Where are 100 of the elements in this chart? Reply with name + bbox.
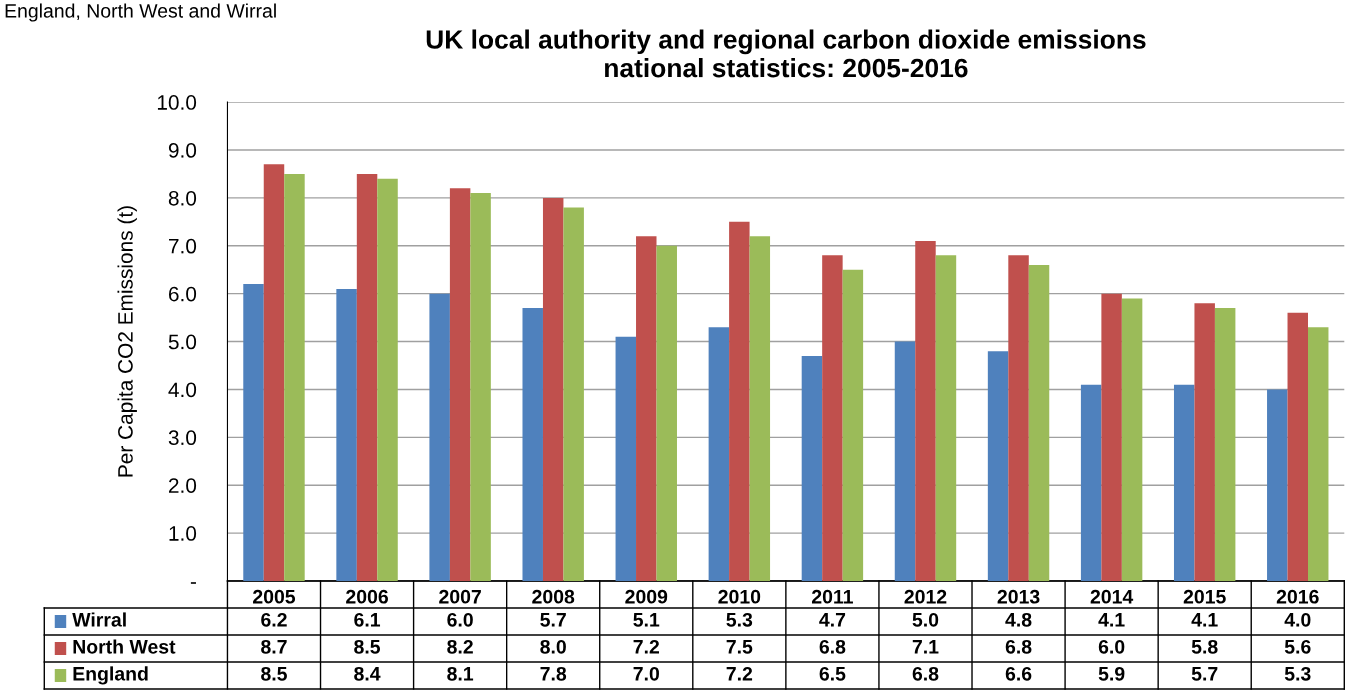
x-tick-label: 2016 <box>1276 589 1319 604</box>
data-label: 5.0 <box>912 612 939 627</box>
data-label: 8.2 <box>447 639 473 654</box>
bar <box>356 173 378 581</box>
bar <box>522 308 543 581</box>
data-label: 6.6 <box>1005 666 1032 681</box>
data-label: 6.1 <box>354 612 381 627</box>
x-tick-label: 2011 <box>811 589 853 604</box>
data-label: 5.3 <box>1284 666 1311 681</box>
y-tick-label: 10.0 <box>157 95 197 110</box>
data-label: 6.8 <box>1005 639 1032 654</box>
bar <box>1267 389 1288 581</box>
data-label: 7.2 <box>633 639 660 654</box>
data-label: 4.7 <box>819 613 846 627</box>
bar <box>1194 303 1215 581</box>
bar <box>563 207 584 581</box>
bar <box>801 355 823 581</box>
data-label: 8.7 <box>261 639 287 654</box>
y-tick-label: 6.0 <box>169 286 197 302</box>
bar <box>470 193 491 581</box>
bar <box>749 236 771 581</box>
data-label: 5.3 <box>726 612 753 627</box>
data-label: 5.1 <box>633 613 660 627</box>
bar <box>1028 264 1050 581</box>
bar <box>1173 384 1195 581</box>
data-label: 8.0 <box>540 639 566 654</box>
x-tick-label: 2008 <box>532 589 575 604</box>
data-label: 4.1 <box>1098 613 1125 627</box>
x-tick-label: 2005 <box>253 589 296 604</box>
y-tick-label: 8.0 <box>168 190 197 206</box>
bar <box>1008 255 1029 581</box>
bar <box>636 236 657 581</box>
x-tick-label: 2013 <box>997 589 1040 604</box>
bar <box>1101 293 1122 581</box>
y-tick-label: 4.0 <box>168 382 197 398</box>
bar <box>377 178 398 581</box>
y-tick-label: 1.0 <box>169 526 197 541</box>
bar <box>729 221 750 581</box>
bar <box>429 293 450 581</box>
chart-title: UK local authority and regional carbon dioxide emissions national statistics: 2005-2016 <box>426 29 1146 78</box>
y-tick-label: 7.0 <box>169 238 197 254</box>
bar <box>1121 298 1143 581</box>
bar <box>894 341 916 581</box>
data-label: 7.1 <box>912 640 939 654</box>
data-label: 5.6 <box>1284 639 1311 654</box>
bar <box>243 284 264 581</box>
y-tick-label: 2.0 <box>168 478 197 493</box>
bar <box>1214 308 1236 581</box>
data-label: 4.8 <box>1005 612 1032 627</box>
data-label: 5.7 <box>540 613 566 627</box>
data-label: 6.0 <box>1098 639 1125 654</box>
bar <box>656 245 677 581</box>
data-label: 6.5 <box>819 666 846 681</box>
data-label: 7.2 <box>726 666 753 681</box>
bar <box>615 336 637 581</box>
legend-label: North West <box>73 639 176 654</box>
data-label: 6.8 <box>912 666 939 681</box>
x-tick-label: 2009 <box>625 589 668 604</box>
data-label: 6.8 <box>819 639 846 654</box>
x-tick-label: 2006 <box>346 589 388 604</box>
legend-label: Wirral <box>72 612 126 627</box>
bar <box>1080 384 1102 581</box>
x-tick-label: 2007 <box>439 589 481 604</box>
bar <box>842 269 864 581</box>
data-label: 7.8 <box>540 666 567 681</box>
data-label: 7.5 <box>726 640 753 654</box>
data-label: 4.1 <box>1191 613 1218 627</box>
data-label: 4.0 <box>1284 612 1311 627</box>
bar <box>1287 312 1308 581</box>
bar <box>336 288 357 581</box>
bar <box>449 188 471 581</box>
x-tick-label: 2014 <box>1090 589 1134 604</box>
data-label: 8.5 <box>354 639 381 654</box>
y-tick-label: 5.0 <box>168 334 197 350</box>
x-tick-label: 2010 <box>718 589 761 604</box>
bar <box>935 255 957 581</box>
data-label: 8.4 <box>354 666 381 681</box>
data-label: 6.0 <box>447 612 473 627</box>
data-label: 5.8 <box>1191 639 1218 654</box>
bar <box>263 164 285 581</box>
bar <box>542 197 564 581</box>
bar <box>284 173 305 581</box>
bar <box>822 255 843 581</box>
y-axis-title: Per Capita CO2 Emissions (t) <box>117 206 137 477</box>
y-tick-label: 9.0 <box>168 143 197 158</box>
data-label: 8.5 <box>261 666 287 681</box>
bar <box>915 240 936 581</box>
data-label: 5.7 <box>1191 667 1218 681</box>
data-label: 6.2 <box>261 612 287 627</box>
bar <box>708 327 730 581</box>
bar <box>987 351 1009 581</box>
legend-label: England <box>73 666 148 685</box>
data-label: 5.9 <box>1098 666 1125 681</box>
y-tick-label: 3.0 <box>168 430 197 446</box>
y-tick-label: - <box>190 582 196 584</box>
text: England, North West and Wirral <box>5 3 276 22</box>
x-tick-label: 2012 <box>904 589 947 604</box>
bar <box>1308 327 1329 581</box>
data-label: 8.1 <box>447 666 474 681</box>
x-tick-label: 2015 <box>1183 589 1226 604</box>
